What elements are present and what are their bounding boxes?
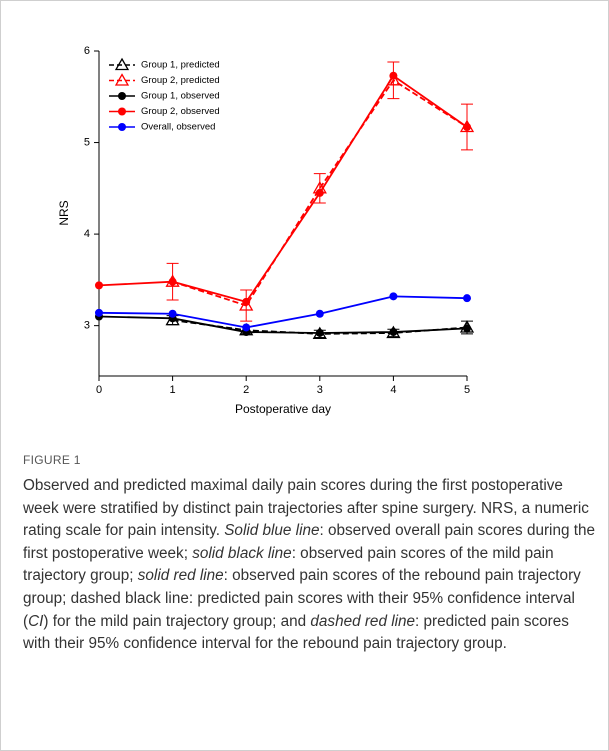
chart: Postoperative day NRS 3 4 5 6 0 1 2 3 4 5 Group 1,…: [57, 45, 475, 416]
legend-marker: [118, 107, 126, 116]
point: [95, 281, 103, 290]
point: [389, 71, 398, 80]
legend-marker: [114, 73, 130, 86]
caption-text: Solid blue line: [224, 522, 320, 540]
x-tick-label: 4: [390, 384, 396, 396]
point: [389, 328, 398, 337]
caption-text: dashed red line: [310, 612, 416, 630]
caption-text: CI: [28, 612, 44, 630]
y-tick-label: 4: [84, 228, 90, 240]
caption-label: FIGURE 1: [23, 453, 81, 467]
legend-label: Group 2, observed: [141, 106, 220, 117]
y-tick-label: 5: [84, 136, 90, 148]
error-bar: [313, 173, 326, 204]
series-line: [98, 295, 468, 329]
legend-marker: [118, 123, 126, 131]
legend-label: Group 1, observed: [141, 91, 220, 102]
point: [95, 308, 103, 317]
x-tick-label: 3: [317, 384, 323, 396]
point: [239, 298, 254, 311]
caption-text: ) for the mild pain trajectory group; an…: [43, 612, 311, 630]
point: [315, 309, 324, 318]
caption-text: Observed and predicted maximal daily pai…: [23, 477, 589, 540]
caption-text: : predicted pain scores with their 95% c…: [23, 612, 569, 653]
caption-text: : observed overall pain scores during th…: [23, 522, 595, 562]
caption-text: solid black line: [192, 544, 292, 562]
x-axis-label: Postoperative day: [235, 402, 331, 416]
caption-text: : observed pain scores of the mild pain …: [23, 544, 554, 585]
x-tick-label: 0: [96, 384, 102, 396]
error-bar: [387, 61, 400, 100]
point: [168, 277, 177, 286]
legend-label: Group 1, predicted: [141, 60, 220, 71]
y-tick-label: 3: [84, 320, 90, 332]
caption-text: solid red line: [137, 567, 224, 585]
series-line: [98, 315, 468, 334]
point: [463, 294, 471, 303]
point: [242, 297, 251, 306]
series-line: [98, 74, 468, 303]
point: [168, 309, 177, 318]
caption: Observed and predicted maximal daily pai…: [23, 475, 595, 656]
x-tick-label: 1: [170, 384, 176, 396]
legend-marker: [114, 57, 130, 71]
point: [463, 122, 471, 131]
point: [315, 328, 324, 337]
y-axis-label: NRS: [57, 200, 71, 225]
legend-label: Group 2, predicted: [141, 75, 220, 86]
point: [315, 188, 324, 197]
x-tick-label: 5: [464, 384, 470, 396]
legend-marker: [118, 92, 126, 100]
legend-label: Overall, observed: [141, 122, 215, 133]
caption-text: : observed pain scores of the rebound pa…: [23, 567, 581, 630]
point: [242, 323, 251, 332]
y-tick-label: 6: [84, 45, 90, 57]
point: [463, 324, 471, 333]
point: [389, 292, 398, 301]
x-tick-label: 2: [243, 384, 249, 396]
